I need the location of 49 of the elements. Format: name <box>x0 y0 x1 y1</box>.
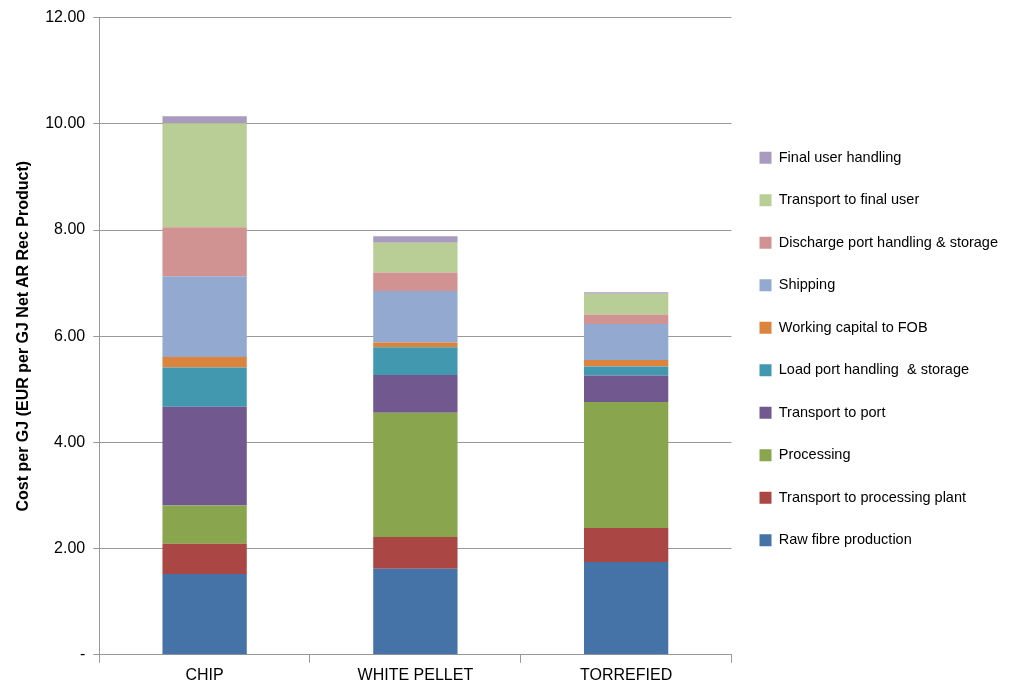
bar <box>162 227 247 277</box>
legend-label: Transport to processing plant <box>778 488 967 505</box>
x-tick-label: WHITE PELLET <box>357 665 474 683</box>
legend-label: Load port handling & storage <box>778 361 970 378</box>
bar <box>162 574 247 655</box>
bar <box>162 543 247 575</box>
legend-label: Transport to final user <box>778 191 920 208</box>
bar <box>583 402 669 528</box>
bar <box>583 527 669 562</box>
bar <box>373 374 458 413</box>
bar <box>373 291 458 343</box>
bar <box>162 356 247 368</box>
bar <box>583 561 669 655</box>
bar <box>373 536 458 569</box>
y-tick-label: 8.00 <box>54 220 86 238</box>
legend-label: Final user handling <box>778 148 902 165</box>
bar <box>373 272 458 292</box>
bar <box>162 276 247 357</box>
y-tick-label: 4.00 <box>54 432 86 450</box>
bar <box>583 366 669 376</box>
legend-label: Working capital to FOB <box>778 318 928 335</box>
bar <box>583 375 669 403</box>
bar <box>583 314 669 324</box>
y-tick-label: 6.00 <box>54 326 86 344</box>
y-tick-label: 10.00 <box>45 114 86 132</box>
bar <box>373 242 458 273</box>
bar <box>373 347 458 375</box>
bar <box>373 236 458 243</box>
bar <box>373 412 458 537</box>
y-axis-title: Cost per GJ (EUR per GJ Net AR Rec Product) <box>14 160 32 512</box>
bar <box>162 123 247 228</box>
bar <box>583 360 669 367</box>
legend-label: Discharge port handling & storage <box>778 233 999 250</box>
legend-label: Raw fibre production <box>778 531 912 548</box>
bar <box>162 116 247 124</box>
x-tick-label: TORREFIED <box>580 665 673 683</box>
y-tick-label: 2.00 <box>54 539 86 557</box>
bar <box>583 293 669 315</box>
bar <box>162 367 247 407</box>
bar <box>162 406 247 506</box>
bar <box>373 568 458 655</box>
legend-label: Transport to port <box>778 403 886 420</box>
legend-label: Processing <box>778 446 851 463</box>
y-tick-label: 12.00 <box>45 8 86 26</box>
bar <box>162 505 247 544</box>
legend-label: Shipping <box>778 276 836 293</box>
y-tick-label: - <box>79 645 86 663</box>
x-tick-label: CHIP <box>185 665 224 683</box>
bar <box>583 323 669 361</box>
